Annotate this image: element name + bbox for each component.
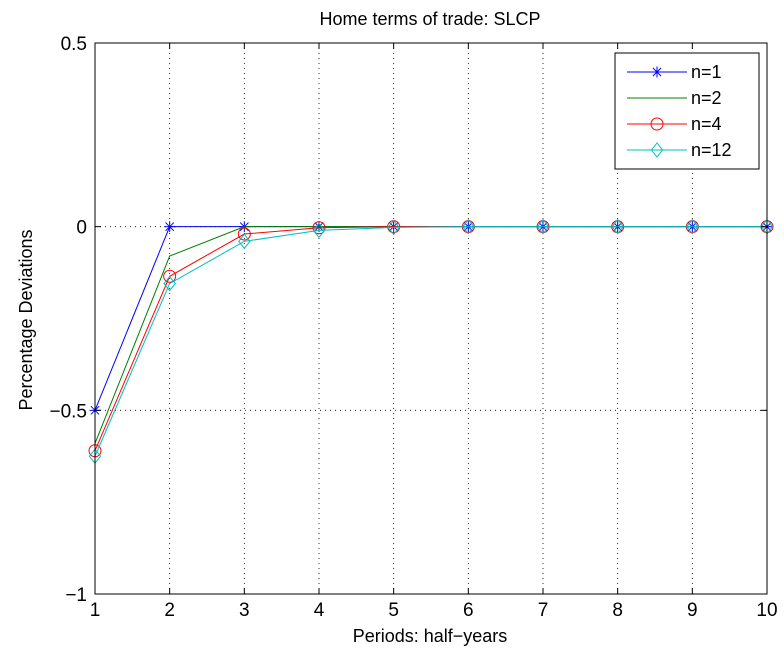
legend: n=1 n=2 n=4 n=12 [614, 52, 760, 170]
legend-marker [650, 142, 664, 158]
x-tick-label: 5 [388, 600, 399, 621]
y-tick-label: −1 [65, 585, 87, 606]
legend-entry: n=1 [627, 62, 722, 82]
legend-label: n=1 [691, 62, 722, 82]
y-tick-label: −0.5 [49, 401, 87, 422]
data-point [611, 218, 624, 235]
data-point [163, 269, 177, 283]
data-point [237, 227, 251, 241]
legend-entry: n=2 [627, 88, 722, 108]
data-point [686, 218, 699, 235]
x-tick-label: 9 [687, 600, 698, 621]
x-axis-label: Periods: half−years [353, 626, 508, 646]
x-tick-label: 3 [239, 600, 250, 621]
data-point [164, 221, 176, 233]
legend-label: n=2 [691, 88, 722, 108]
legend-label: n=12 [691, 140, 732, 160]
data-point [312, 221, 326, 235]
y-tick-label: 0.5 [61, 34, 87, 55]
series-line [94, 226, 767, 457]
axis-ticks: 1 2 3 4 5 6 7 8 9 10 −1 −0.5 0 0.5 [49, 34, 777, 621]
x-tick-label: 10 [756, 600, 777, 621]
legend-box [614, 52, 760, 170]
x-tick-label: 1 [90, 600, 101, 621]
x-tick-label: 6 [463, 600, 474, 621]
data-point [163, 275, 176, 292]
data-point [462, 218, 475, 235]
x-tick-label: 8 [612, 600, 623, 621]
x-tick-label: 2 [164, 600, 175, 621]
y-axis-label: Percentage Deviations [16, 229, 36, 410]
chart-title: Home terms of trade: SLCP [319, 9, 540, 29]
legend-entry: n=4 [627, 114, 722, 134]
plot-frame [94, 42, 768, 595]
legend-marker [650, 117, 664, 131]
y-tick-label: 0 [76, 218, 87, 239]
legend-marker [651, 66, 663, 78]
data-point [387, 219, 400, 236]
legend-entry: n=12 [627, 140, 732, 160]
data-point [536, 218, 550, 235]
x-tick-label: 7 [538, 600, 549, 621]
data-point [238, 233, 251, 250]
legend-label: n=4 [691, 114, 722, 134]
x-tick-label: 4 [314, 600, 325, 621]
data-point [312, 222, 326, 239]
